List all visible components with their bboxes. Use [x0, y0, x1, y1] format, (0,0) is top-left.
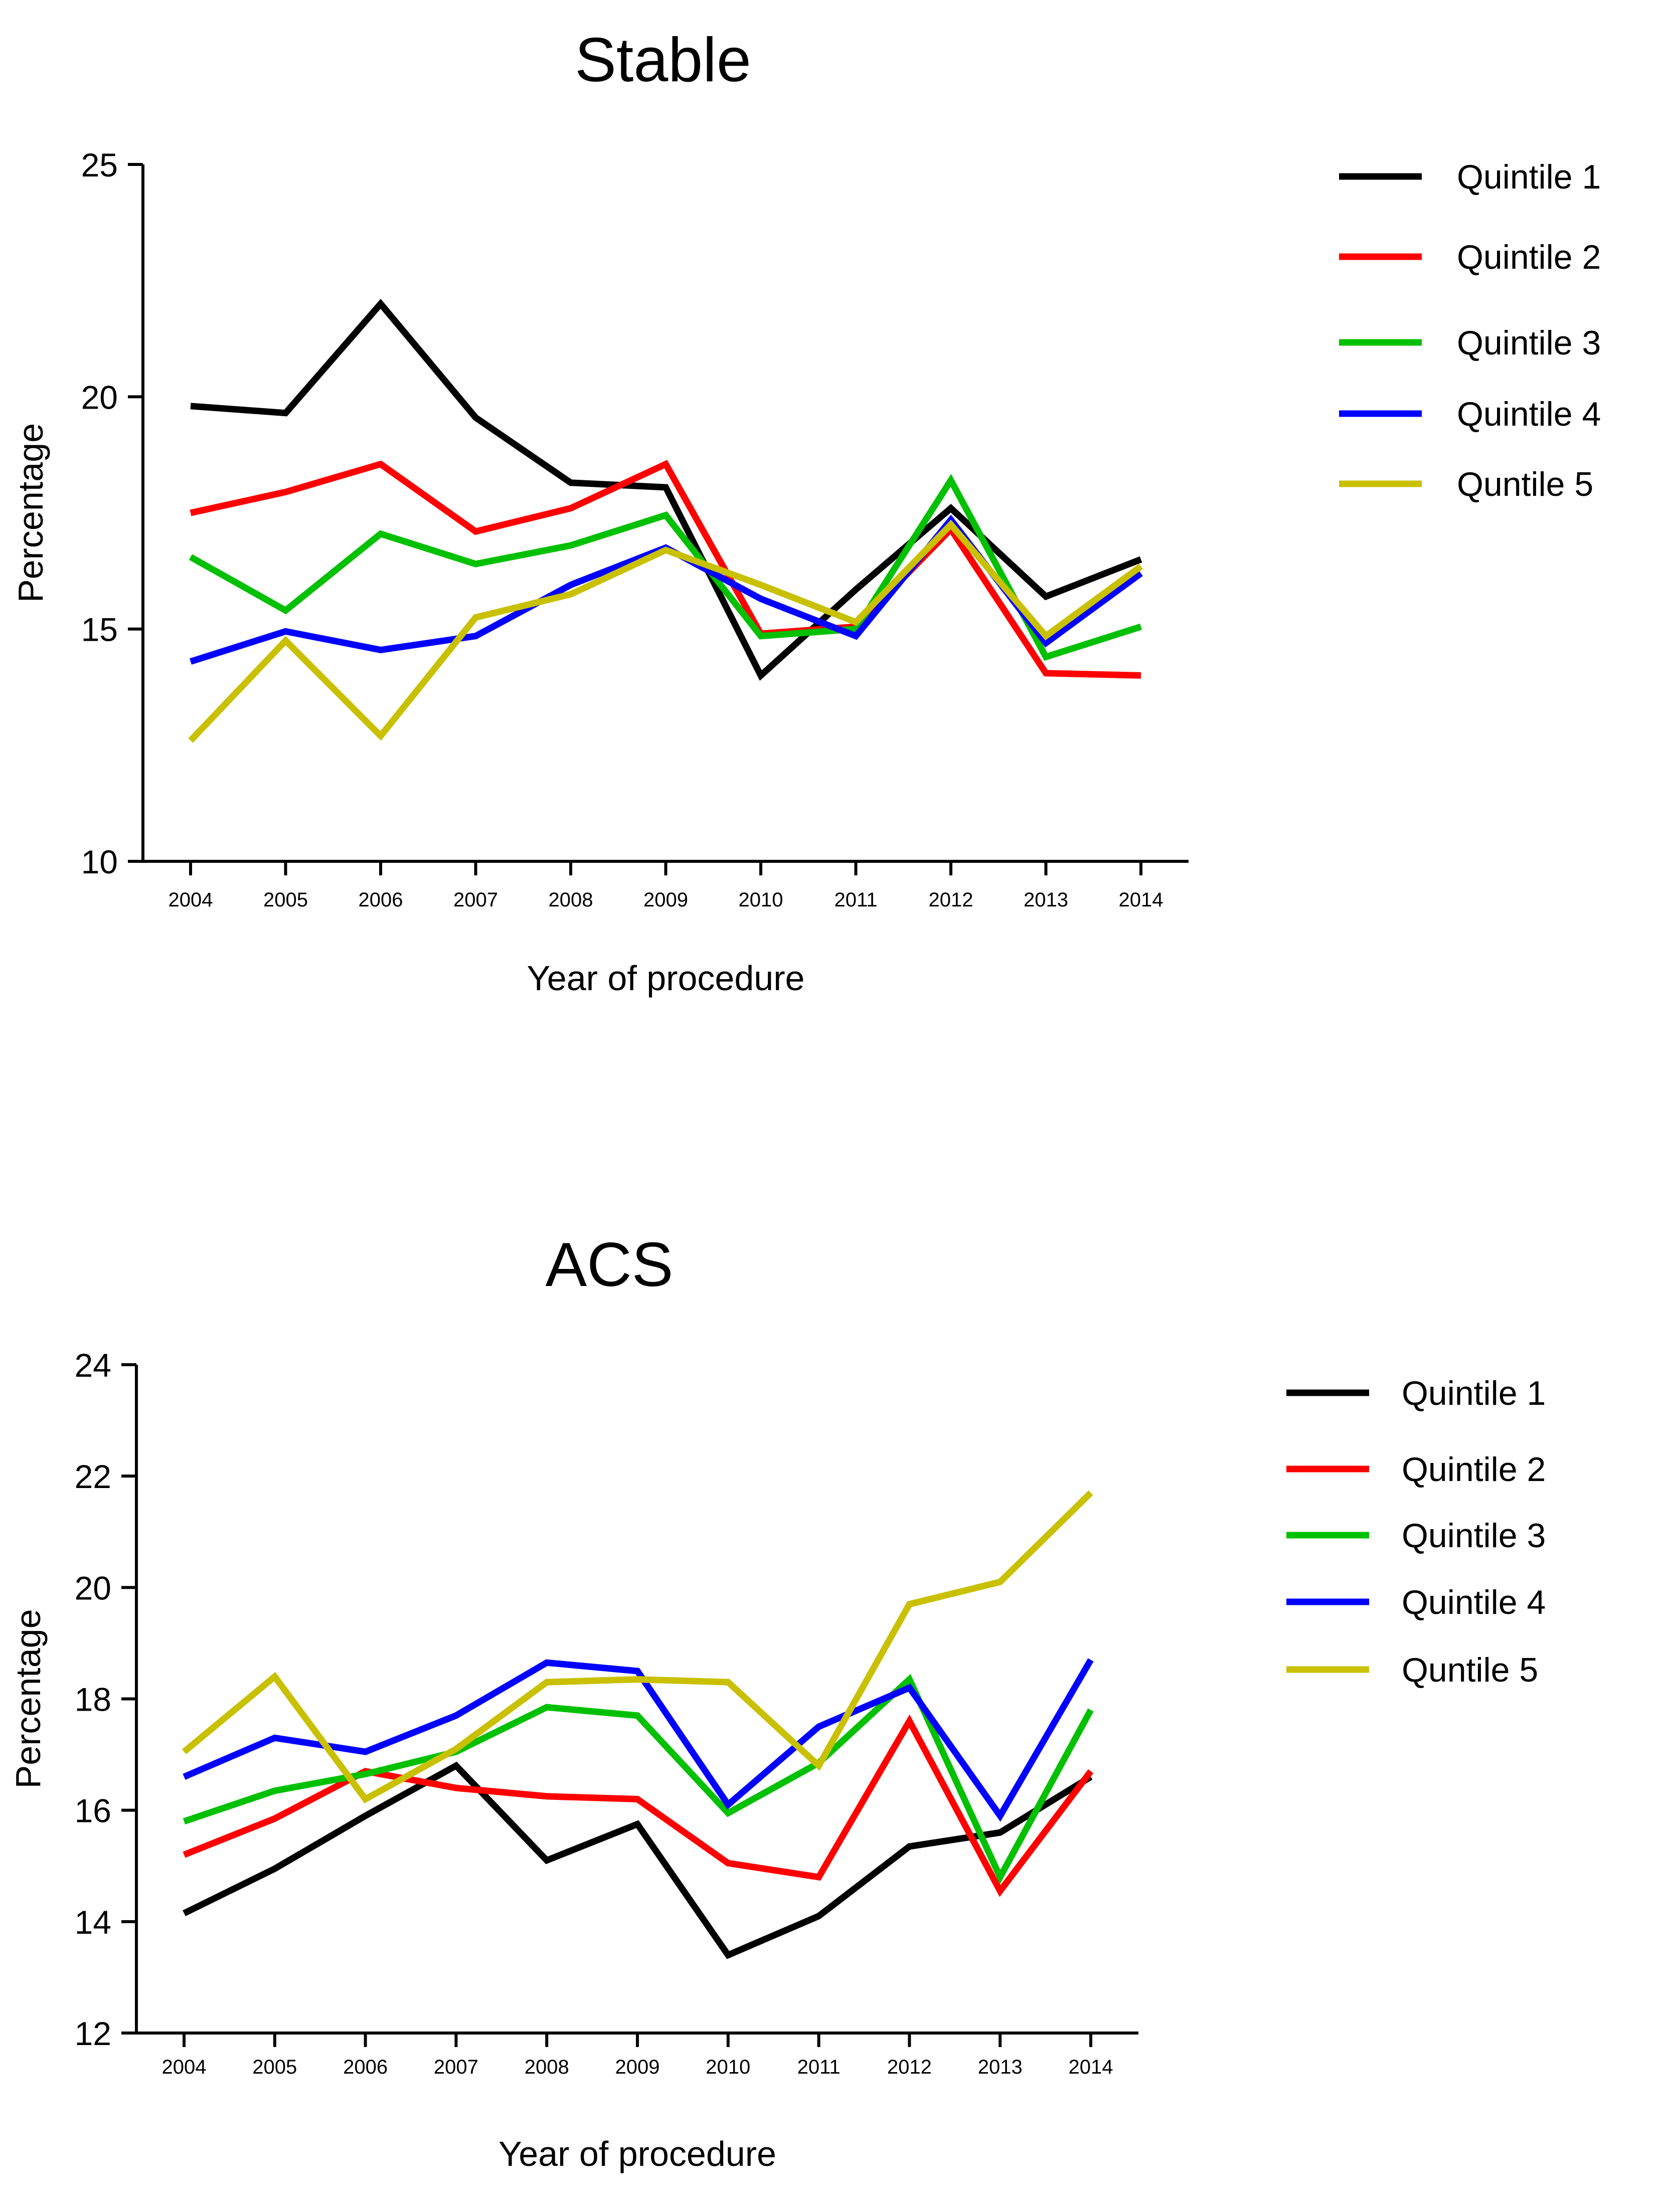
x-tick-label: 2008 [525, 2056, 569, 2078]
x-axis-label: Year of procedure [527, 959, 805, 998]
series-line-quintile-2 [190, 460, 1141, 679]
x-tick-label: 2012 [929, 889, 973, 911]
x-tick-label: 2006 [359, 889, 403, 911]
series-line-quintile-4 [190, 514, 1143, 665]
x-tick-label: 2004 [169, 889, 213, 911]
x-tick-label: 2013 [1024, 889, 1068, 911]
y-axis-label: Percentage [9, 1609, 48, 1788]
x-tick-label: 2009 [615, 2056, 660, 2078]
y-tick-label: 24 [75, 1347, 111, 1384]
x-tick-label: 2012 [887, 2056, 932, 2078]
series-line-quintile-1 [183, 1761, 1093, 1959]
x-tick-label: 2011 [834, 889, 877, 911]
legend-label-quintile-1: Quintile 1 [1457, 158, 1601, 196]
x-tick-label: 2005 [263, 889, 308, 911]
legend-label-quntile-5: Quntile 5 [1457, 465, 1593, 503]
x-tick-label: 2014 [1119, 889, 1164, 911]
x-axis-label: Year of procedure [499, 2134, 776, 2173]
legend-label-quintile-2: Quintile 2 [1402, 1450, 1546, 1489]
y-tick-label: 16 [75, 1792, 111, 1829]
series-line-quintile-4 [183, 1658, 1094, 1822]
x-tick-label: 2005 [252, 2056, 297, 2078]
y-tick-label: 22 [75, 1458, 111, 1495]
series-line-quntile-5 [182, 1490, 1093, 1803]
y-tick-label: 20 [81, 379, 118, 416]
legend-label-quintile-1: Quintile 1 [1402, 1374, 1546, 1412]
x-tick-label: 2011 [797, 2056, 841, 2078]
y-tick-label: 10 [81, 843, 118, 880]
y-tick-label: 15 [81, 611, 118, 648]
legend-label-quintile-3: Quintile 3 [1402, 1517, 1546, 1555]
x-tick-label: 2004 [162, 2056, 207, 2078]
x-tick-label: 2008 [549, 889, 593, 911]
legend-label-quntile-5: Quntile 5 [1402, 1651, 1538, 1689]
series-line-quintile-2 [183, 1714, 1094, 1897]
y-tick-label: 12 [75, 2015, 111, 2052]
series-line-quntile-5 [188, 519, 1143, 743]
x-tick-label: 2010 [706, 2056, 750, 2078]
y-tick-label: 14 [75, 1904, 111, 1941]
legend-label-quintile-2: Quintile 2 [1457, 238, 1601, 276]
x-tick-label: 2009 [643, 889, 688, 911]
x-tick-label: 2007 [434, 2056, 478, 2078]
x-tick-label: 2007 [453, 889, 498, 911]
legend-label-quintile-3: Quintile 3 [1457, 324, 1601, 362]
chart-1: Stable 10 15 20 25 2004 2005 2006 2007 2008 2009 20… [11, 26, 1601, 998]
y-tick-label: 20 [75, 1569, 111, 1606]
chart-title: Stable [575, 26, 751, 95]
chart-2: ACS 12 14 16 18 20 22 24 2004 2005 2006 2007 2008 200… [9, 1230, 1546, 2173]
legend-label-quintile-4: Quintile 4 [1402, 1583, 1546, 1621]
legend-label-quintile-4: Quintile 4 [1457, 395, 1601, 433]
y-tick-label: 18 [75, 1681, 111, 1718]
y-axis-label: Percentage [11, 423, 50, 603]
chart-title: ACS [546, 1230, 674, 1300]
series-line-quintile-3 [183, 1674, 1094, 1885]
x-tick-label: 2013 [978, 2056, 1023, 2078]
x-tick-label: 2010 [739, 889, 783, 911]
x-tick-label: 2006 [343, 2056, 388, 2078]
series-line-quintile-1 [190, 298, 1142, 681]
series-line-quintile-3 [189, 474, 1142, 661]
y-tick-label: 25 [81, 146, 118, 183]
x-tick-label: 2014 [1069, 2056, 1113, 2078]
